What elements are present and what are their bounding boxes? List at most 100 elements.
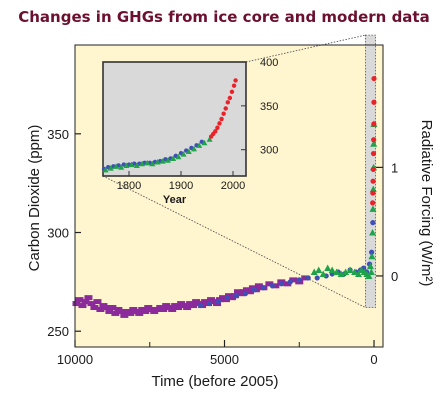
data-point-series-0	[105, 308, 114, 314]
data-point-series-0	[111, 310, 120, 316]
inset-data-point-series-1	[206, 136, 213, 142]
data-point-series-0	[289, 277, 298, 283]
inset-data-point-series-1	[185, 148, 192, 154]
data-point-series-0	[75, 297, 84, 303]
y2-tick-label: 1	[391, 160, 398, 175]
data-point-series-2	[342, 268, 350, 275]
data-point-series-1	[206, 300, 213, 307]
data-point-series-1	[251, 287, 258, 293]
inset-data-point-series-1	[180, 151, 187, 157]
connector-line	[102, 175, 366, 308]
data-point-series-1	[305, 275, 311, 281]
data-point-series-1	[233, 293, 240, 299]
inset-data-point-series-2	[223, 106, 228, 111]
inset-data-point-series-2	[225, 100, 231, 105]
data-point-series-0	[283, 281, 292, 287]
inset-data-point-series-1	[201, 139, 208, 146]
data-point-series-0	[81, 299, 90, 305]
data-point-series-0	[90, 305, 99, 311]
data-point-series-2	[354, 270, 362, 277]
data-point-series-1	[278, 281, 284, 287]
data-point-series-0	[102, 305, 111, 311]
data-point-series-0	[126, 310, 135, 316]
data-point-series-0	[189, 303, 198, 309]
inset-data-point-series-1	[154, 158, 161, 165]
data-point-series-0	[93, 299, 102, 305]
data-point-series-2	[369, 205, 377, 212]
data-point-series-3	[370, 166, 376, 172]
x-tick-label: 5000	[210, 352, 239, 367]
inset-data-point-series-1	[149, 160, 156, 167]
data-point-series-2	[351, 268, 359, 275]
data-point-series-0	[174, 305, 183, 311]
inset-x-tick-label: 1800	[117, 180, 141, 192]
zoom-region-box	[365, 34, 377, 308]
data-point-series-1	[197, 302, 204, 309]
data-point-series-2	[337, 270, 345, 277]
data-point-series-2	[369, 185, 377, 193]
data-point-series-0	[254, 283, 263, 289]
inset-data-point-series-2	[213, 129, 218, 134]
inset-x-tick-label: 2000	[221, 180, 245, 192]
inset-data-point-series-1	[123, 162, 130, 169]
inset-plot: 1800 1900 2000 400 350 300 Year	[101, 57, 278, 206]
y-tick-label: 250	[47, 324, 69, 339]
inset-data-point-series-2	[227, 95, 233, 101]
inset-y-tick-label: 300	[260, 145, 278, 157]
inset-data-point-series-1	[113, 163, 119, 169]
y-tick-label: 350	[47, 127, 69, 142]
inset-data-point-series-2	[231, 83, 237, 88]
inset-data-point-series-2	[215, 125, 220, 130]
y2-tick-label: 0	[391, 269, 398, 284]
x-tick-label: 10000	[57, 352, 93, 367]
inset-data-point-series-2	[229, 89, 235, 95]
inset-x-tick-label: 1900	[169, 180, 193, 192]
data-point-series-0	[183, 305, 192, 311]
data-point-series-0	[265, 281, 274, 287]
inset-data-point-series-2	[217, 121, 222, 126]
data-point-series-2	[346, 266, 354, 274]
data-point-series-3	[371, 75, 377, 82]
data-point-series-0	[135, 310, 144, 316]
data-point-series-0	[84, 295, 93, 301]
inset-data-point-series-1	[175, 153, 182, 160]
inset-data-point-series-1	[128, 161, 135, 168]
inset-y-tick-label: 400	[260, 57, 278, 69]
data-point-series-2	[370, 140, 378, 147]
data-point-series-1	[370, 220, 376, 226]
data-point-series-3	[370, 190, 376, 196]
inset-data-point-series-1	[139, 160, 145, 167]
y-tick-label: 300	[47, 226, 69, 241]
data-point-series-1	[287, 279, 293, 285]
data-point-series-0	[301, 275, 310, 281]
connector-line	[245, 34, 366, 63]
data-point-series-3	[370, 200, 376, 206]
data-point-series-1	[269, 283, 275, 289]
data-point-series-1	[215, 299, 222, 305]
plot-frame	[74, 44, 384, 348]
inset-data-point-series-2	[219, 116, 224, 122]
data-point-series-0	[159, 306, 168, 312]
main-axes: 250 300 350 10000 5000 0 0 1	[47, 44, 398, 367]
data-point-series-1	[224, 295, 231, 301]
data-point-series-0	[168, 306, 177, 312]
data-point-series-3	[371, 99, 377, 105]
data-point-series-0	[87, 301, 96, 307]
data-point-series-0	[96, 306, 105, 312]
data-point-series-2	[328, 266, 336, 274]
data-point-series-2	[315, 266, 323, 274]
data-point-series-0	[120, 312, 129, 318]
data-point-series-1	[242, 291, 249, 297]
inset-data-point-series-1	[170, 155, 177, 162]
inset-data-point-series-1	[107, 165, 114, 171]
data-point-series-1	[369, 249, 375, 255]
inset-data-point-series-1	[144, 159, 151, 166]
y2-axis-title: Radiative Forcing (W/m²)	[418, 120, 435, 287]
data-point-series-2	[319, 270, 327, 277]
data-point-series-2	[366, 262, 374, 270]
inset-data-point-series-1	[118, 164, 125, 170]
data-point-series-2	[324, 264, 332, 272]
chart-title: Changes in GHGs from ice core and modern…	[18, 8, 430, 26]
data-point-series-0	[245, 289, 254, 295]
